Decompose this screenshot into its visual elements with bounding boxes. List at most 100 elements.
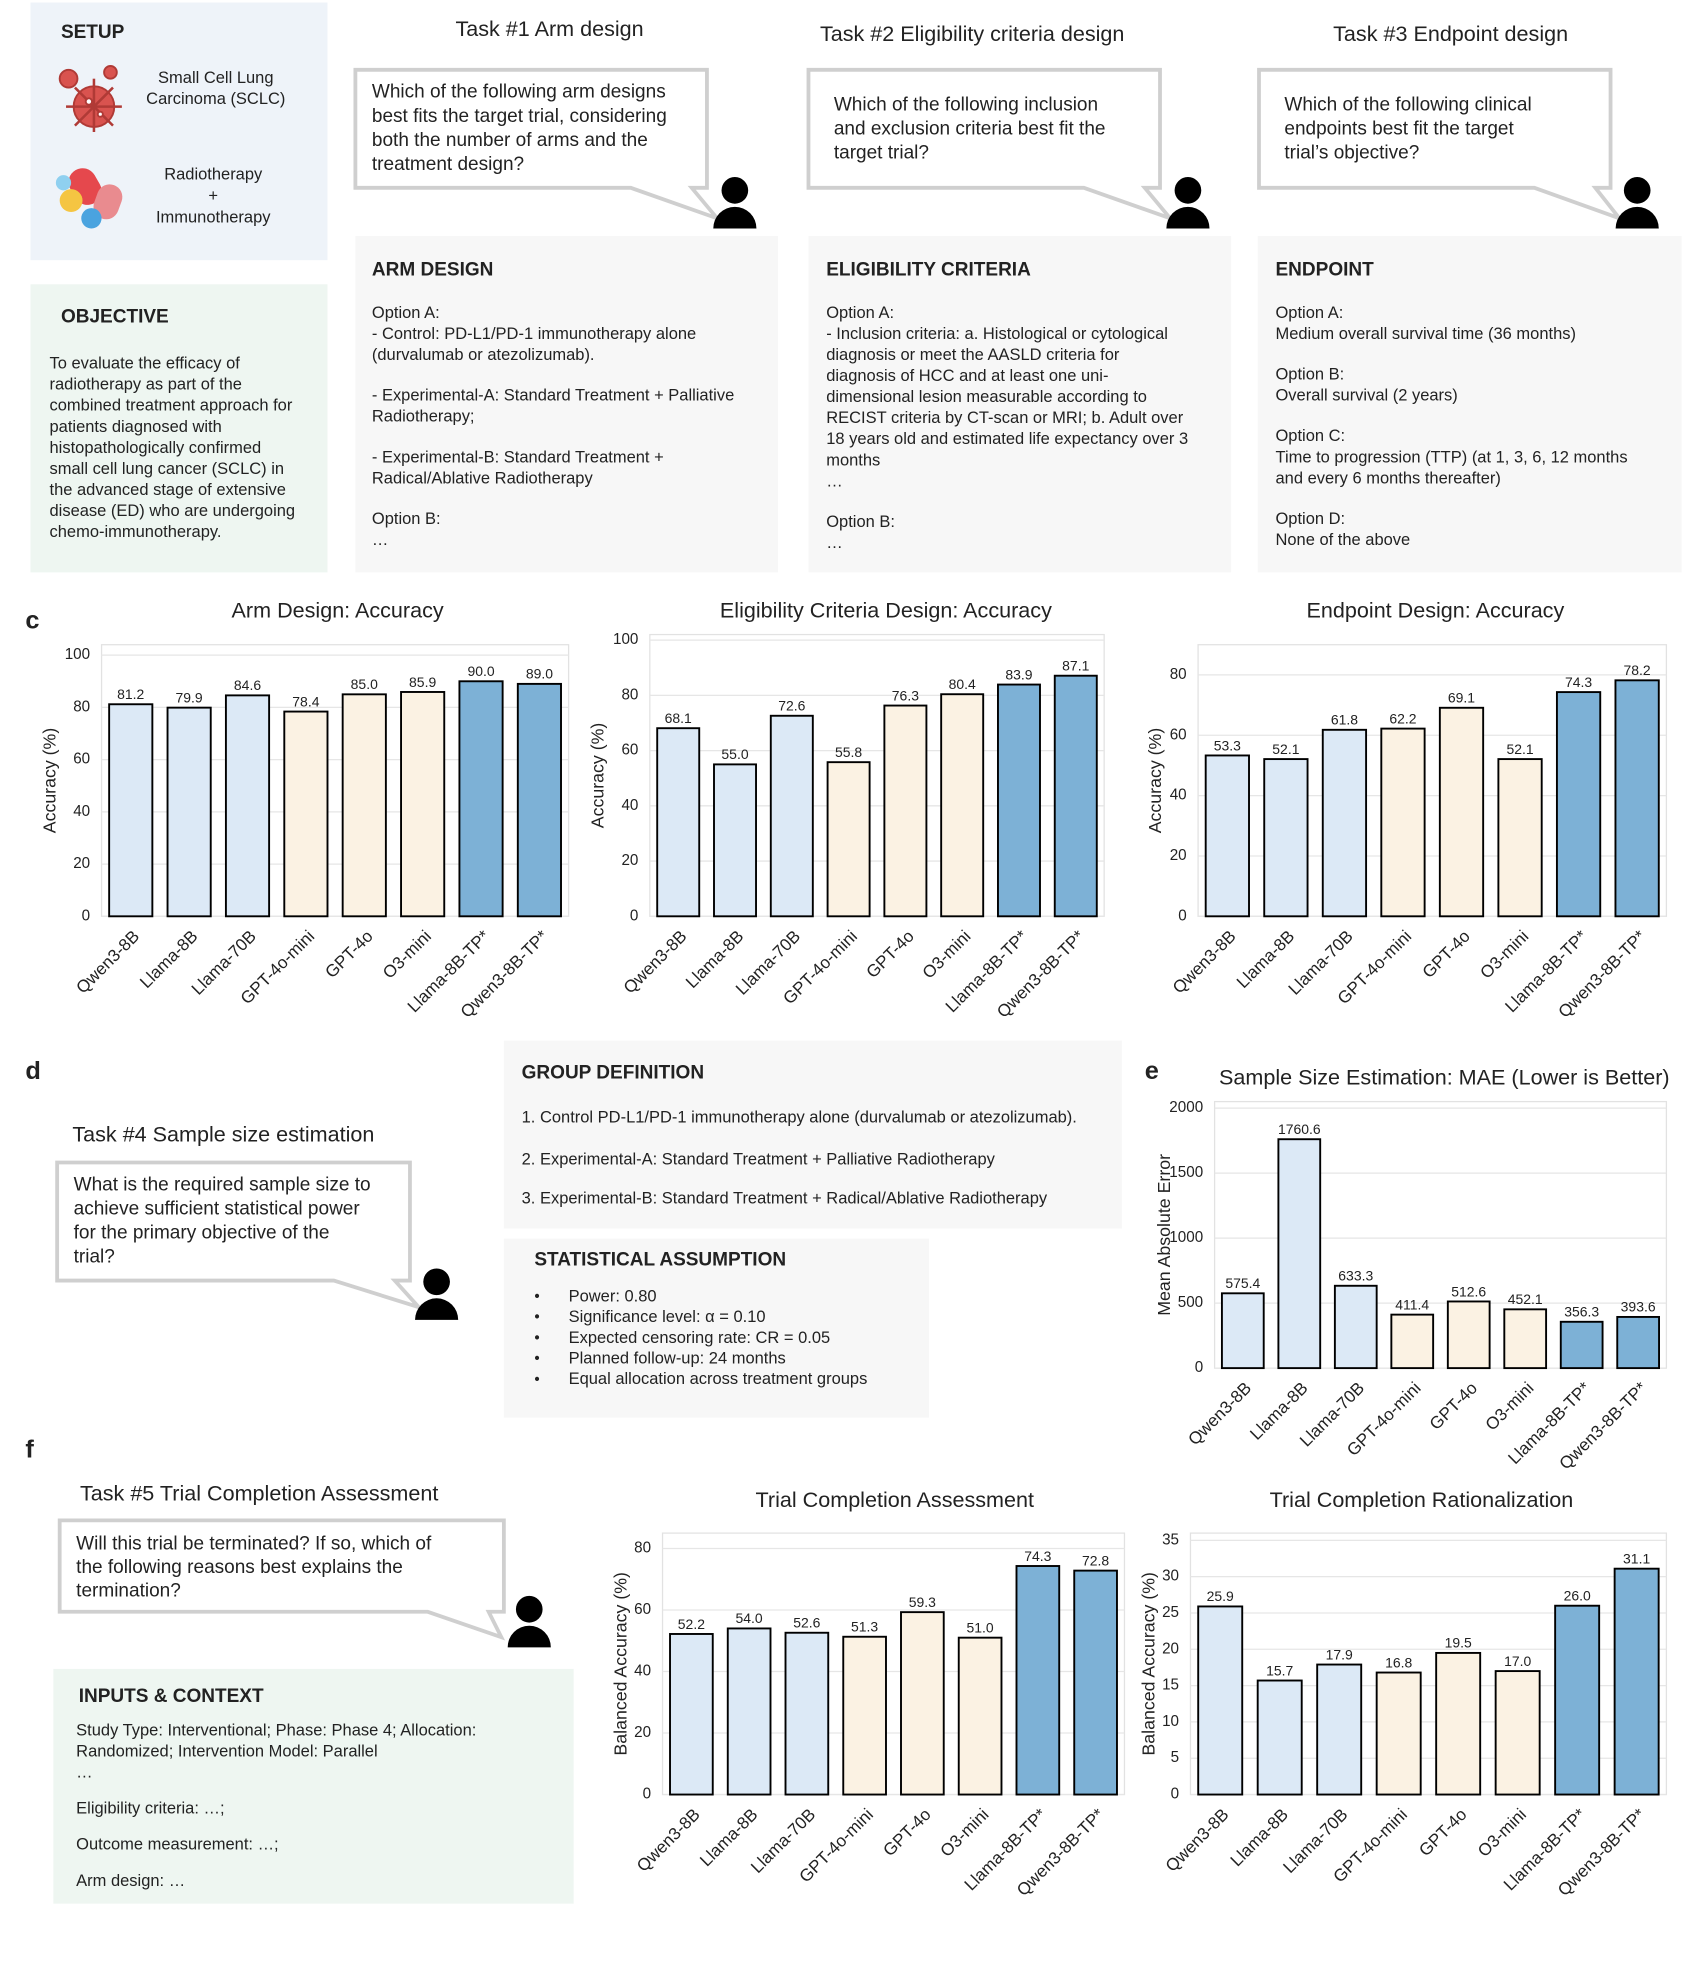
section-title: OBJECTIVE xyxy=(61,306,169,327)
x-tick-label: GPT-4o xyxy=(862,926,918,982)
setup-box xyxy=(30,2,328,261)
value-label: 61.8 xyxy=(1331,712,1358,728)
value-label: 51.3 xyxy=(851,1619,878,1635)
objective-line: histopathologically confirmed xyxy=(50,439,262,457)
setup-text: Radiotherapy xyxy=(164,165,263,183)
y-tick-label: 60 xyxy=(621,742,638,759)
bar xyxy=(1220,1292,1265,1370)
bar xyxy=(883,704,928,918)
option-line: Option A: xyxy=(1276,304,1344,322)
bar xyxy=(769,714,814,918)
section-title: ARM DESIGN xyxy=(372,259,494,280)
y-tick-label: 1000 xyxy=(1169,1229,1203,1246)
chart-title: Trial Completion Assessment xyxy=(756,1487,1034,1512)
bullet: • xyxy=(534,1329,539,1346)
value-label: 74.3 xyxy=(1024,1548,1051,1564)
value-label: 59.3 xyxy=(909,1594,936,1610)
option-line: Randomized; Intervention Model: Parallel xyxy=(76,1742,377,1760)
question-line: target trial? xyxy=(834,143,929,164)
bar xyxy=(1554,1604,1601,1796)
question-line: both the number of arms and the xyxy=(372,130,648,151)
bullet: • xyxy=(534,1350,539,1367)
y-tick-label: 20 xyxy=(621,852,638,869)
bar xyxy=(656,727,701,918)
y-tick-label: 40 xyxy=(634,1663,651,1680)
bar xyxy=(108,703,154,918)
person-icon xyxy=(507,1625,551,1648)
option-line: … xyxy=(372,531,388,549)
person-icon xyxy=(1615,206,1659,229)
y-tick-label: 80 xyxy=(634,1539,651,1556)
bar xyxy=(842,1635,887,1796)
person-icon xyxy=(1166,206,1210,229)
bar xyxy=(1256,1679,1303,1796)
bar xyxy=(669,1633,714,1796)
value-label: 69.1 xyxy=(1448,690,1475,706)
y-axis-label: Accuracy (%) xyxy=(1145,728,1165,834)
bar xyxy=(1277,1138,1322,1370)
value-label: 84.6 xyxy=(234,677,261,693)
bar xyxy=(957,1636,1003,1796)
x-tick-label: GPT-4o xyxy=(1425,1378,1481,1434)
objective-line: combined treatment approach for xyxy=(50,397,293,415)
y-tick-label: 80 xyxy=(73,698,90,715)
question-line: Will this trial be terminated? If so, wh… xyxy=(76,1534,432,1555)
bar xyxy=(1494,1670,1541,1796)
task-title: Task #3 Endpoint design xyxy=(1333,21,1568,46)
x-tick-label: Qwen3-8B xyxy=(619,926,690,997)
y-tick-label: 20 xyxy=(1170,847,1187,864)
value-label: 633.3 xyxy=(1338,1268,1373,1284)
bar xyxy=(341,693,387,918)
value-label: 356.3 xyxy=(1564,1304,1599,1320)
bar xyxy=(1321,728,1368,918)
x-tick-label: GPT-4o xyxy=(1418,926,1474,982)
panel-label: f xyxy=(25,1435,34,1463)
setup-text: Carcinoma (SCLC) xyxy=(146,90,285,108)
option-line: diagnosis or meet the AASLD criteria for xyxy=(826,346,1120,364)
value-label: 16.8 xyxy=(1385,1654,1412,1670)
value-label: 26.0 xyxy=(1564,1588,1591,1604)
bar xyxy=(1197,1605,1244,1796)
bar xyxy=(1438,706,1485,918)
option-line: Outcome measurement: …; xyxy=(76,1836,278,1854)
option-line: - Experimental-A: Standard Treatment + P… xyxy=(372,387,734,405)
value-label: 52.1 xyxy=(1506,741,1533,757)
group-item: 2. Experimental-A: Standard Treatment + … xyxy=(522,1150,996,1168)
bar xyxy=(1015,1565,1061,1796)
value-label: 19.5 xyxy=(1445,1635,1472,1651)
y-axis-label: Balanced Accuracy (%) xyxy=(1139,1572,1159,1756)
y-tick-label: 60 xyxy=(73,751,90,768)
option-line: months xyxy=(826,451,880,469)
value-label: 72.6 xyxy=(778,698,805,714)
value-label: 76.3 xyxy=(892,687,919,703)
assumption-item: Expected censoring rate: CR = 0.05 xyxy=(569,1329,831,1347)
section-title: INPUTS & CONTEXT xyxy=(79,1686,264,1707)
option-line: Arm design: … xyxy=(76,1872,185,1890)
option-line: Option A: xyxy=(826,304,894,322)
task-title: Task #1 Arm design xyxy=(455,16,643,41)
option-line: Option C: xyxy=(1276,427,1346,445)
option-line: Study Type: Interventional; Phase: Phase… xyxy=(76,1721,476,1739)
y-tick-label: 100 xyxy=(65,646,90,663)
value-label: 78.2 xyxy=(1624,662,1651,678)
value-label: 393.6 xyxy=(1621,1299,1656,1315)
x-tick-label: Qwen3-8B xyxy=(1168,926,1239,997)
bar xyxy=(1316,1663,1363,1796)
value-label: 52.2 xyxy=(678,1616,705,1632)
value-label: 55.0 xyxy=(721,746,748,762)
question-line: trial’s objective? xyxy=(1284,143,1419,164)
person-icon xyxy=(1623,177,1651,204)
bar xyxy=(1204,754,1250,918)
y-tick-label: 0 xyxy=(1178,907,1186,924)
chart-title: Endpoint Design: Accuracy xyxy=(1307,597,1565,622)
bar xyxy=(1333,1284,1378,1370)
bar xyxy=(400,691,446,918)
y-tick-label: 0 xyxy=(82,907,90,924)
value-label: 53.3 xyxy=(1214,737,1241,753)
bar xyxy=(224,694,271,918)
speech-bubble xyxy=(57,1518,506,1641)
bar xyxy=(166,706,212,918)
section-title: ELIGIBILITY CRITERIA xyxy=(826,259,1031,280)
bullet: • xyxy=(534,1371,539,1388)
value-label: 79.9 xyxy=(176,689,203,705)
